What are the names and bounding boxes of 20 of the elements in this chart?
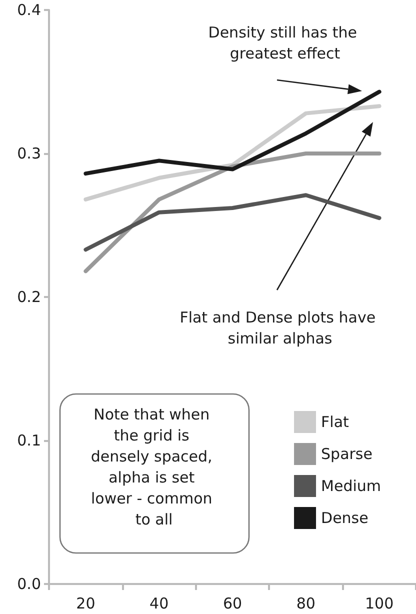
annotation: Flat and Dense plots have similar alphas [180, 308, 380, 348]
x-tick-label: 100 [364, 594, 394, 612]
x-tick-label: 40 [150, 594, 169, 612]
y-tick-label: 0.4 [17, 1, 41, 19]
y-tick-label: 0.0 [17, 575, 41, 593]
x-tick-label: 20 [76, 594, 96, 612]
legend-label: Dense [321, 509, 368, 527]
line-series [84, 193, 382, 252]
legend-label: Sparse [321, 445, 372, 463]
x-tick-label: 80 [296, 594, 316, 612]
annotation: Note that when the grid is densely spaced, alpha is set lower - common to all [90, 406, 218, 528]
y-tick-label: 0.1 [17, 432, 41, 450]
annotation: Density still has the greatest effect [208, 24, 362, 62]
x-tick-label: 60 [222, 594, 242, 612]
y-tick-label: 0.3 [17, 144, 41, 162]
legend-label: Flat [321, 413, 350, 431]
y-tick-label: 0.2 [17, 288, 41, 306]
legend-label: Medium [321, 477, 382, 495]
line-series [84, 104, 382, 202]
line-series [84, 90, 382, 176]
